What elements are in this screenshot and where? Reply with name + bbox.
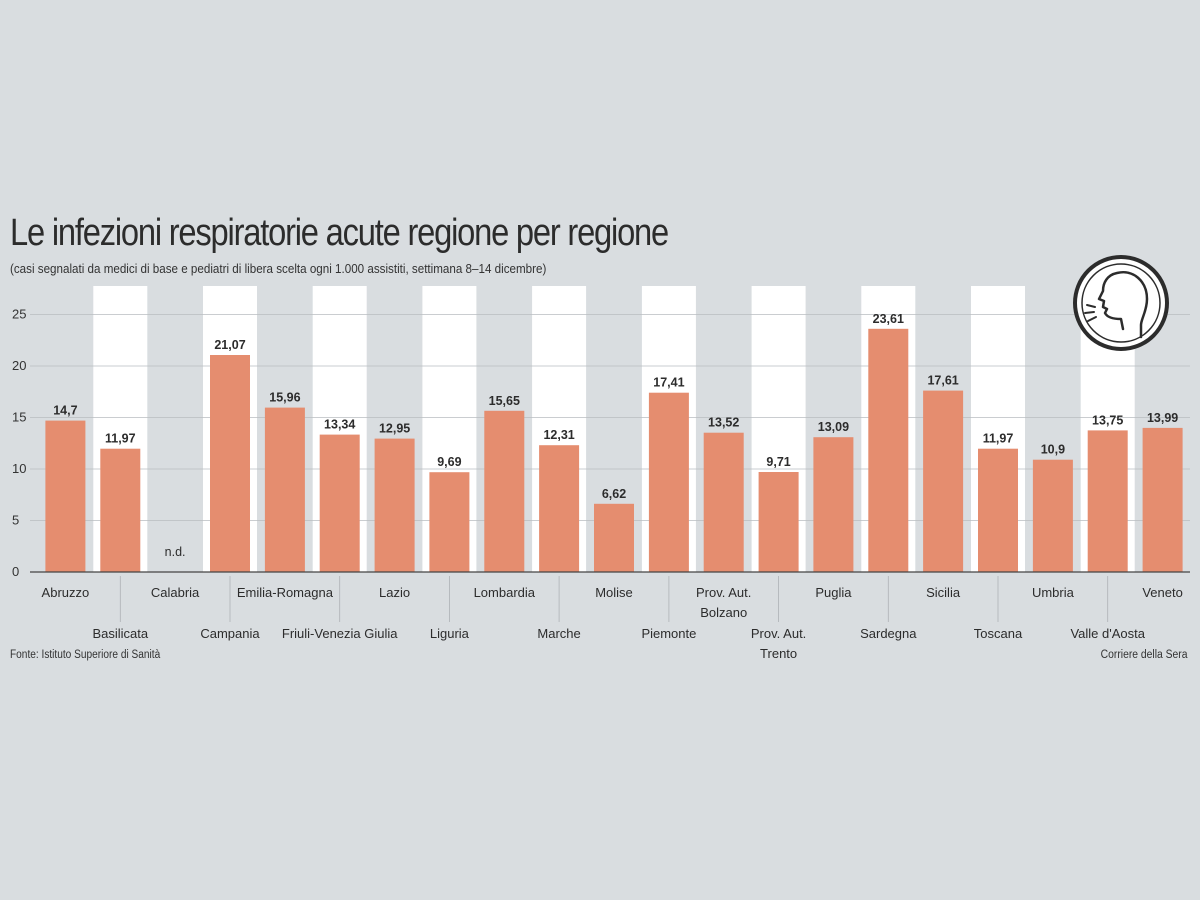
x-tick-label: Sicilia bbox=[926, 585, 961, 600]
value-label: 13,99 bbox=[1147, 411, 1178, 425]
x-tick-label: Campania bbox=[200, 626, 260, 641]
bar[interactable] bbox=[374, 438, 415, 572]
icon-ring bbox=[1073, 255, 1169, 351]
x-tick-label: Lombardia bbox=[474, 585, 536, 600]
bar[interactable] bbox=[264, 407, 305, 572]
bar[interactable] bbox=[45, 420, 86, 572]
value-label: 14,7 bbox=[53, 404, 77, 418]
bar[interactable] bbox=[923, 390, 964, 572]
chart-subtitle: (casi segnalati da medici di base e pedi… bbox=[10, 262, 547, 276]
x-tick-label: Veneto bbox=[1142, 585, 1183, 600]
credit-note: Corriere della Sera bbox=[1101, 649, 1188, 661]
bar[interactable] bbox=[319, 434, 360, 572]
chart-title: Le infezioni respiratorie acute regione … bbox=[10, 212, 669, 254]
icon-head-outline bbox=[1097, 270, 1149, 339]
value-label: 13,09 bbox=[818, 420, 849, 434]
x-tick-label: Bolzano bbox=[700, 605, 747, 620]
value-label: 15,65 bbox=[489, 394, 520, 408]
x-tick-label: Marche bbox=[537, 626, 580, 641]
x-tick-label: Trento bbox=[760, 646, 797, 661]
value-label: 9,69 bbox=[437, 455, 461, 469]
bar[interactable] bbox=[210, 355, 250, 572]
x-tick-label: Sardegna bbox=[860, 626, 917, 641]
value-label: 17,41 bbox=[653, 376, 684, 390]
bar[interactable] bbox=[1142, 427, 1183, 572]
value-label: 21,07 bbox=[214, 338, 245, 352]
y-tick-label: 20 bbox=[12, 358, 26, 373]
bar[interactable] bbox=[813, 437, 854, 572]
bar[interactable] bbox=[868, 328, 909, 572]
value-label: 9,71 bbox=[766, 455, 790, 469]
coughing-person-icon bbox=[1073, 255, 1169, 351]
bar[interactable] bbox=[484, 410, 525, 572]
value-label: 15,96 bbox=[269, 391, 300, 405]
x-tick-label: Puglia bbox=[815, 585, 852, 600]
bar[interactable] bbox=[1032, 459, 1073, 572]
source-note: Fonte: Istituto Superiore di Sanità bbox=[10, 649, 161, 661]
value-label: 17,61 bbox=[927, 374, 958, 388]
bar[interactable] bbox=[594, 503, 634, 572]
x-tick-label: Friuli-Venezia Giulia bbox=[282, 626, 398, 641]
bar[interactable] bbox=[539, 445, 580, 572]
y-tick-label: 15 bbox=[12, 410, 26, 425]
x-tick-label: Calabria bbox=[151, 585, 200, 600]
value-label: 12,31 bbox=[543, 428, 574, 442]
icon-cough-lines bbox=[1084, 304, 1097, 322]
x-tick-label: Liguria bbox=[430, 626, 470, 641]
y-tick-label: 25 bbox=[12, 307, 26, 322]
value-label: 13,52 bbox=[708, 416, 739, 430]
x-tick-label: Prov. Aut. bbox=[751, 626, 806, 641]
bar[interactable] bbox=[703, 432, 744, 572]
bar[interactable] bbox=[429, 472, 470, 572]
value-label: n.d. bbox=[165, 545, 186, 559]
value-label: 6,62 bbox=[602, 487, 626, 501]
bar[interactable] bbox=[1087, 430, 1128, 572]
icon-inner-ring bbox=[1081, 263, 1161, 343]
x-tick-label: Basilicata bbox=[92, 626, 148, 641]
x-tick-label: Molise bbox=[595, 585, 633, 600]
bar[interactable] bbox=[648, 392, 689, 572]
x-tick-label: Umbria bbox=[1032, 585, 1075, 600]
x-tick-label: Toscana bbox=[974, 626, 1023, 641]
value-label: 12,95 bbox=[379, 422, 410, 436]
bar[interactable] bbox=[100, 448, 141, 572]
bar[interactable] bbox=[978, 448, 1018, 572]
x-tick-label: Prov. Aut. bbox=[696, 585, 751, 600]
x-tick-label: Lazio bbox=[379, 585, 410, 600]
value-label: 11,97 bbox=[105, 432, 136, 446]
x-tick-label: Piemonte bbox=[641, 626, 696, 641]
x-tick-label: Abruzzo bbox=[42, 585, 90, 600]
y-tick-label: 0 bbox=[12, 564, 19, 579]
y-tick-label: 10 bbox=[12, 461, 26, 476]
value-label: 13,75 bbox=[1092, 413, 1123, 427]
value-label: 23,61 bbox=[873, 312, 904, 326]
value-label: 13,34 bbox=[324, 418, 355, 432]
value-label: 10,9 bbox=[1041, 443, 1065, 457]
value-label: 11,97 bbox=[983, 432, 1014, 446]
x-tick-label: Valle d'Aosta bbox=[1070, 626, 1145, 641]
bar[interactable] bbox=[758, 472, 799, 572]
y-tick-label: 5 bbox=[12, 513, 19, 528]
x-tick-label: Emilia-Romagna bbox=[237, 585, 334, 600]
